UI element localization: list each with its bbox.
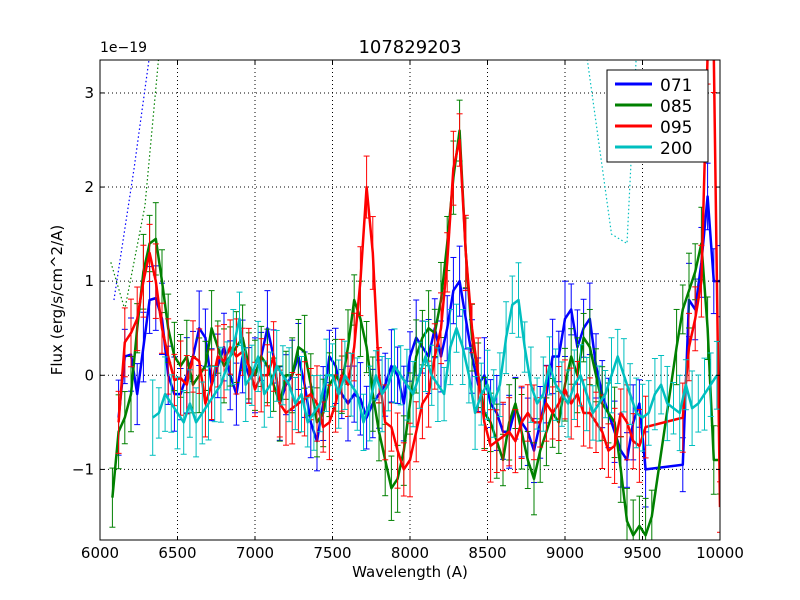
legend-label-200: 200 xyxy=(660,139,692,159)
legend-label-071: 071 xyxy=(660,76,692,96)
x-tick-label: 6000 xyxy=(81,544,119,562)
legend: 071 085 095 200 xyxy=(606,69,709,163)
y-axis-label: Flux (erg/s/cm^2/A) xyxy=(48,225,66,376)
series-200 xyxy=(149,60,720,458)
legend-entry-071: 071 xyxy=(615,76,692,96)
x-tick-label: 8000 xyxy=(391,544,429,562)
x-tick-label: 9000 xyxy=(546,544,584,562)
legend-entry-085: 085 xyxy=(615,97,692,117)
y-tick-label: 0 xyxy=(84,366,94,384)
offset-label: 1e−19 xyxy=(100,40,147,56)
series-layer xyxy=(109,60,720,540)
series-095 xyxy=(115,60,720,533)
y-tick-label: 1 xyxy=(84,272,94,290)
tick-layer: 6000 6500 7000 7500 8000 8500 9000 9500 10000 −1 0… xyxy=(72,60,744,562)
x-axis-label: Wavelength (A) xyxy=(352,563,468,581)
y-tick-label: −1 xyxy=(72,460,94,478)
series-line xyxy=(151,298,718,424)
legend-entry-200: 200 xyxy=(615,139,692,159)
x-tick-label: 7500 xyxy=(313,544,351,562)
y-tick-label: 2 xyxy=(84,178,94,196)
legend-entry-095: 095 xyxy=(615,118,692,138)
series-line xyxy=(111,129,720,537)
chart-title: 107829203 xyxy=(358,37,461,58)
x-tick-label: 6500 xyxy=(158,544,196,562)
x-tick-label: 8500 xyxy=(468,544,506,562)
y-tick-label: 3 xyxy=(84,84,94,102)
x-tick-label: 7000 xyxy=(236,544,274,562)
legend-label-085: 085 xyxy=(660,97,692,117)
series-line xyxy=(117,60,720,508)
x-tick-label: 9500 xyxy=(623,544,661,562)
model-curve xyxy=(110,60,160,310)
model-curve xyxy=(113,60,150,301)
x-tick-label: 10000 xyxy=(696,544,744,562)
legend-label-095: 095 xyxy=(660,118,692,138)
